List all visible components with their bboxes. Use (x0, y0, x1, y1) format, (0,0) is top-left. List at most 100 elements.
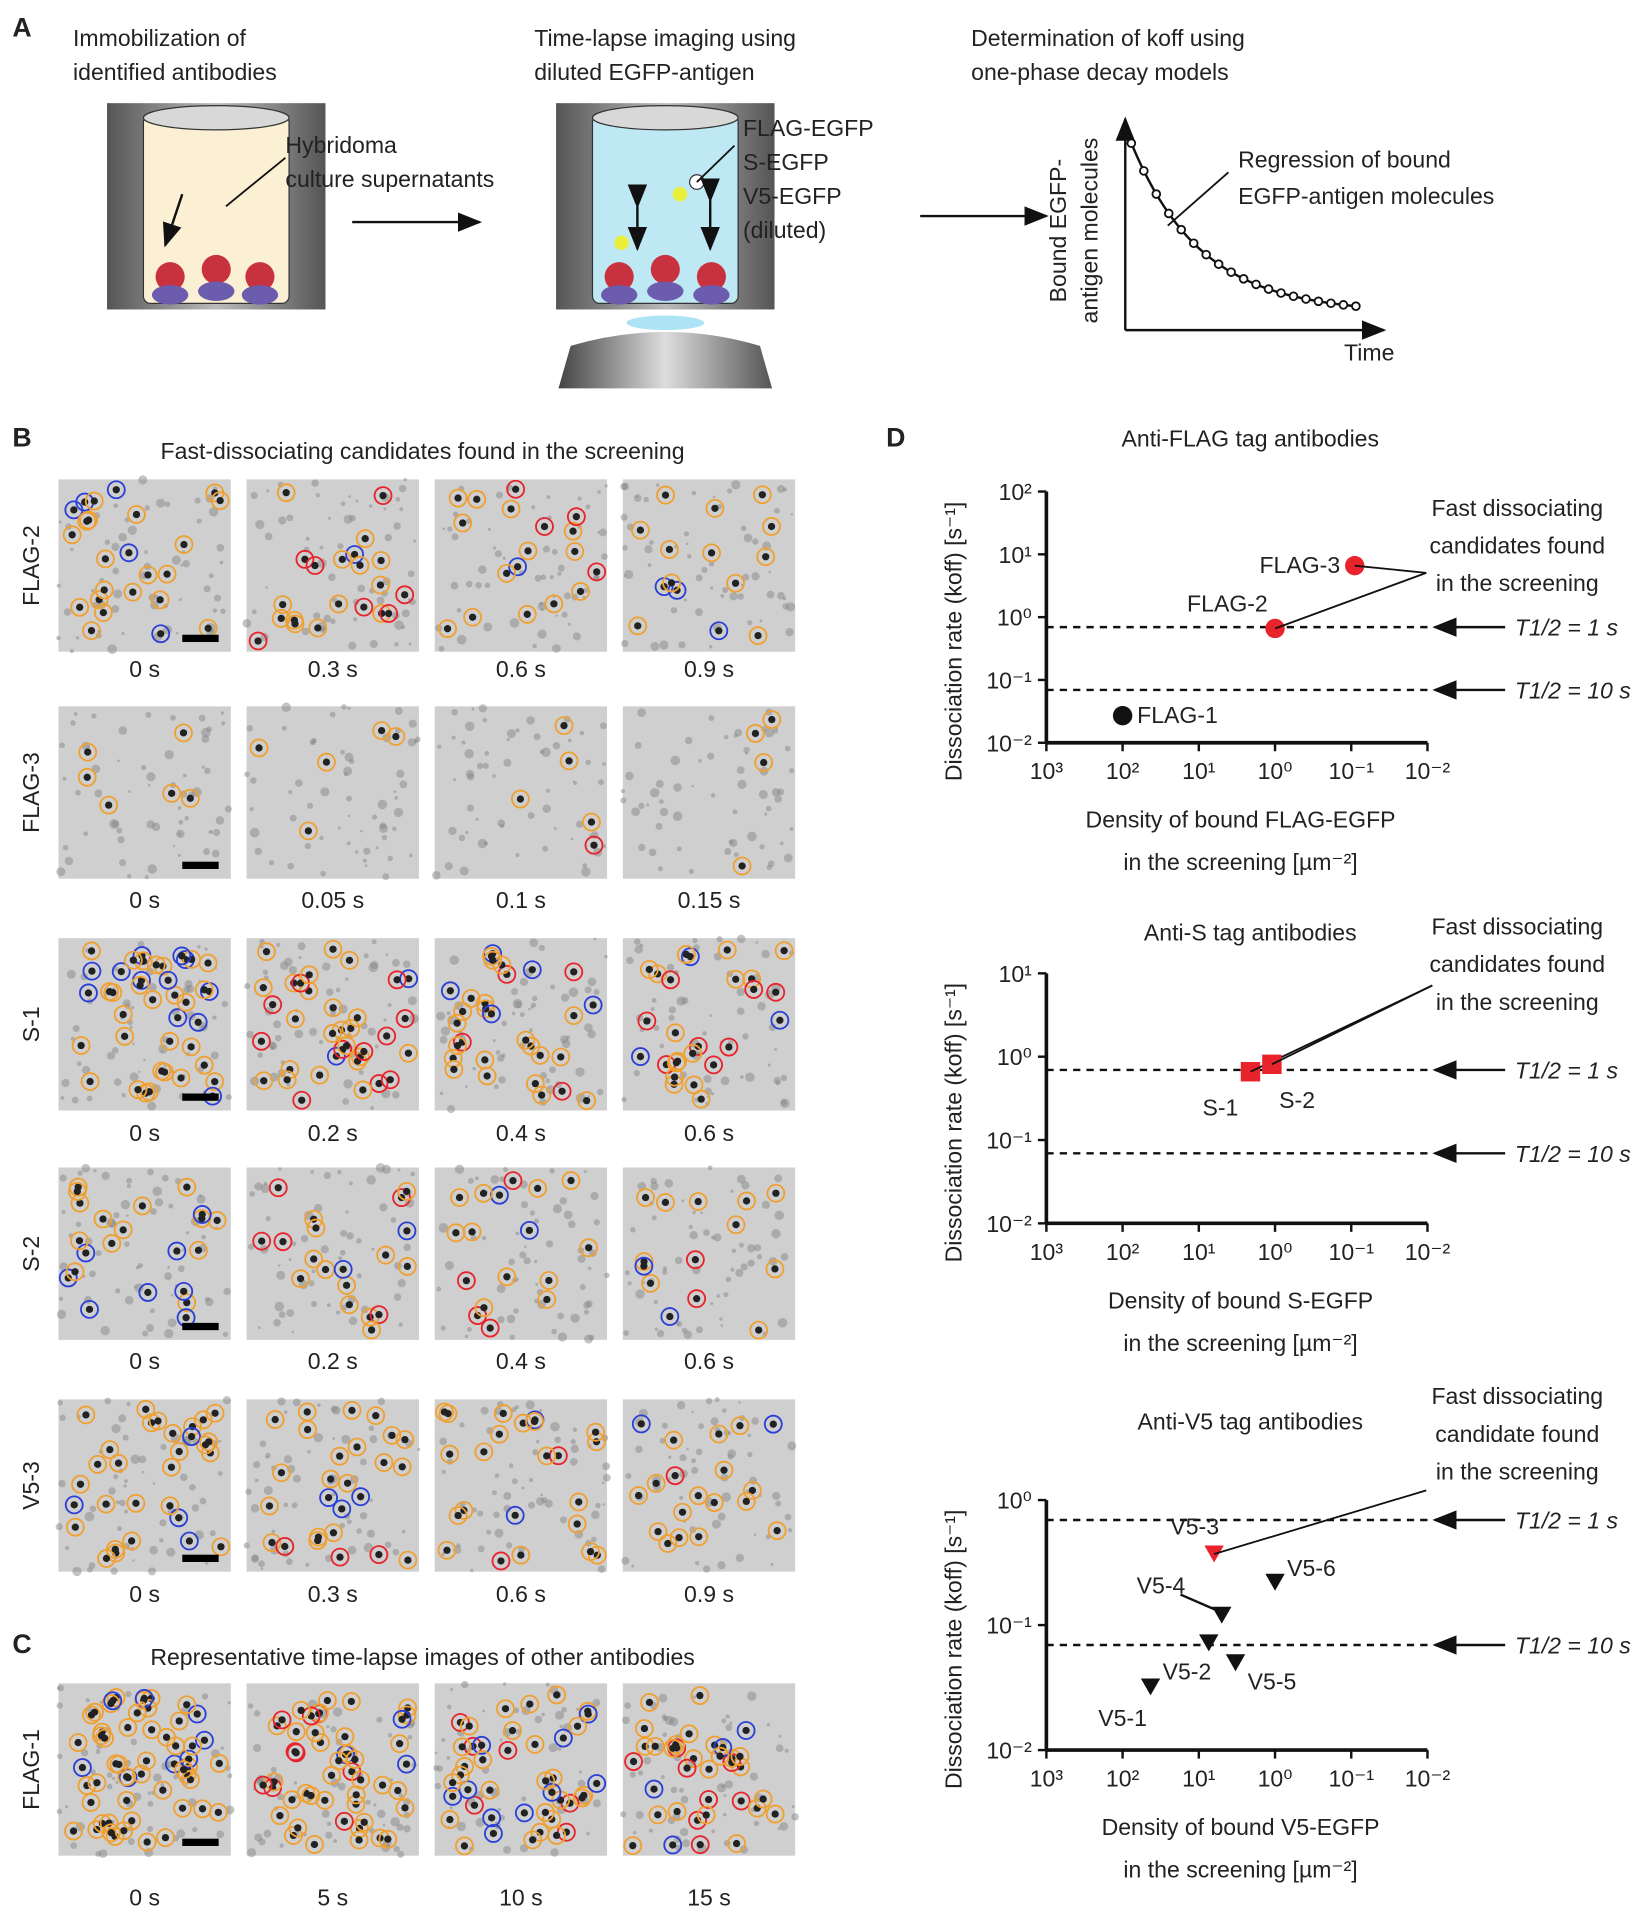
speckle (545, 788, 550, 793)
spot (529, 1836, 537, 1844)
spot (144, 571, 152, 579)
speckle (346, 795, 352, 802)
speckle (745, 1072, 755, 1083)
spot (254, 637, 262, 645)
spot (125, 549, 133, 557)
speckle (774, 1210, 785, 1221)
speckle (397, 1278, 406, 1288)
tracked-spot (730, 1747, 750, 1766)
speckle (767, 860, 775, 868)
speckle (740, 525, 747, 532)
spot (90, 497, 98, 505)
speckle (559, 1516, 567, 1524)
speckle (263, 1829, 272, 1838)
spot (69, 1827, 78, 1835)
speckle (220, 608, 226, 614)
x-axis-label: in the screening [µm⁻²] (1123, 849, 1357, 875)
spot (694, 1197, 702, 1206)
speckle (81, 1065, 91, 1075)
speckle (338, 1256, 343, 1261)
tracked-spot (354, 1042, 374, 1061)
speckle (56, 1702, 63, 1709)
tracked-spot (156, 1828, 175, 1848)
spot (666, 976, 675, 984)
spot (707, 549, 716, 557)
y-tick-label: 10² (999, 479, 1033, 505)
spot (392, 732, 400, 741)
spot (77, 1041, 85, 1050)
tracked-spot (177, 1764, 197, 1784)
time-label: 0 s (129, 1581, 160, 1607)
tracked-spot (628, 616, 648, 636)
speckle (286, 514, 294, 522)
tracked-spot (382, 1425, 402, 1445)
spot (108, 1239, 116, 1248)
tracked-spot (388, 1781, 408, 1800)
tracked-spot (209, 1754, 229, 1773)
speckle (544, 1499, 553, 1508)
spot (341, 1733, 349, 1741)
speckle (539, 749, 545, 755)
tracked-spot (305, 1835, 324, 1854)
speckle (368, 1425, 375, 1432)
time-label: 0.9 s (684, 1581, 734, 1607)
speckle (154, 1198, 164, 1207)
speckle (717, 1512, 726, 1521)
speckle (552, 742, 561, 750)
speckle (679, 1495, 684, 1500)
spot (585, 1244, 593, 1252)
spot (670, 1436, 678, 1444)
tracked-spot (762, 710, 782, 729)
speckle (113, 1474, 119, 1480)
speckle (492, 1038, 496, 1043)
spot (495, 1191, 504, 1199)
speckle (340, 1229, 347, 1237)
spot (99, 608, 108, 617)
speckle (253, 1461, 261, 1469)
speckle (407, 996, 417, 1006)
speckle (212, 1015, 217, 1020)
speckle (132, 1042, 135, 1046)
tracked-spot (581, 1542, 600, 1562)
speckle (466, 804, 475, 812)
speckle (276, 942, 281, 948)
spot (645, 965, 653, 974)
spot (446, 987, 454, 995)
speckle (369, 1498, 374, 1502)
speckle (631, 807, 640, 817)
speckle (210, 1051, 219, 1060)
spot (163, 570, 171, 578)
speckle (117, 1526, 122, 1532)
spot (257, 1037, 266, 1045)
spot (553, 1691, 561, 1699)
speckle (113, 1211, 120, 1219)
speckle (549, 575, 554, 580)
spot (351, 1755, 359, 1764)
speckle (654, 1327, 659, 1331)
speckle (375, 1163, 386, 1173)
tracked-spot (474, 1183, 493, 1203)
speckle (506, 1314, 516, 1324)
tracked-spot (397, 1221, 417, 1241)
speckle (219, 560, 224, 565)
tracked-spot (128, 1080, 148, 1100)
speckle (75, 1221, 82, 1227)
spot (453, 1041, 462, 1050)
spot (593, 1779, 601, 1788)
speckle (70, 720, 76, 726)
speckle (127, 1838, 135, 1846)
speckle (107, 1219, 117, 1228)
speckle (151, 822, 161, 832)
speckle (134, 1283, 144, 1293)
spot (314, 624, 322, 632)
speckle (373, 1803, 377, 1807)
spot (486, 1786, 494, 1794)
spot (710, 1498, 718, 1507)
tracked-spot (476, 999, 496, 1019)
spot (100, 1734, 109, 1742)
micrograph (58, 1399, 231, 1572)
speckle (707, 1165, 713, 1171)
x-tick-label: 10⁻¹ (1329, 1239, 1375, 1265)
speckle (464, 1334, 469, 1339)
speckle (62, 844, 69, 851)
